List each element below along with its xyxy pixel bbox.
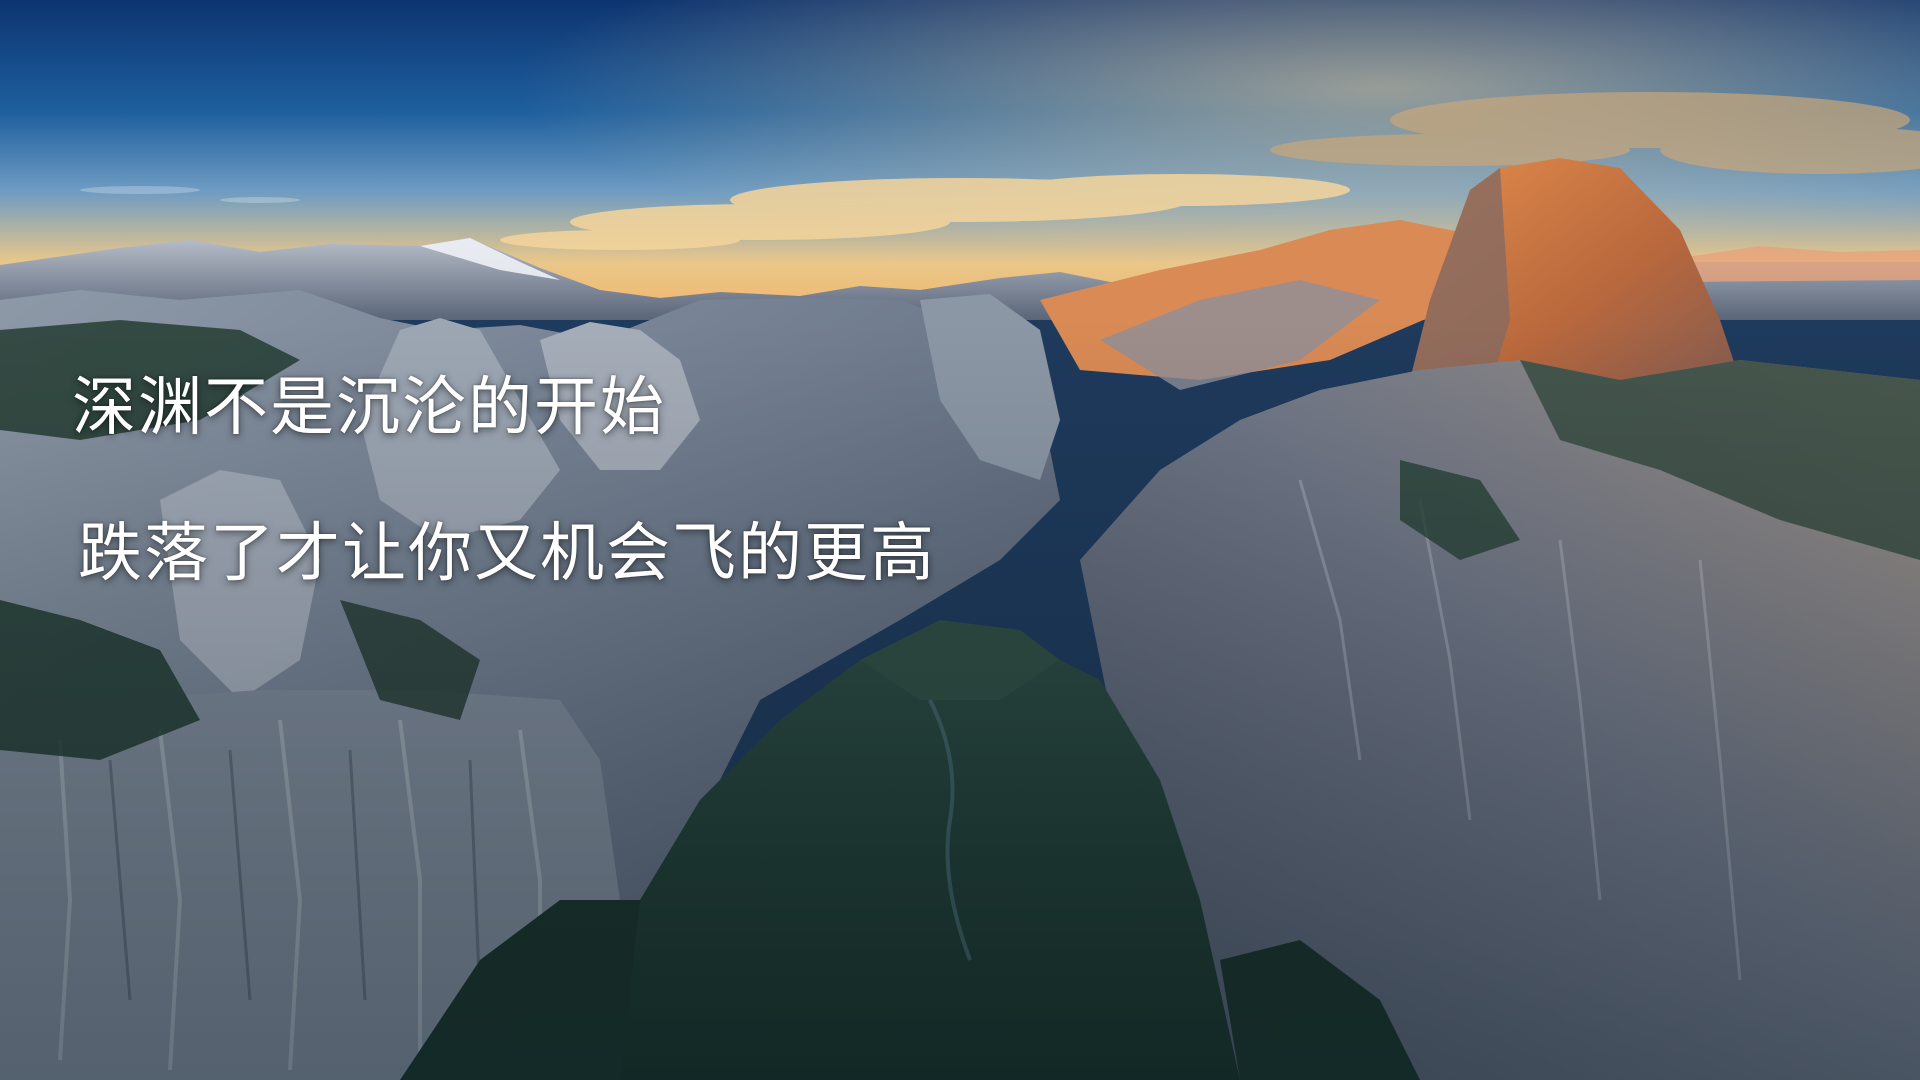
caption-line-2: 跌落了才让你又机会飞的更高	[78, 517, 936, 591]
caption-line-1: 深渊不是沉沦的开始	[72, 371, 666, 445]
